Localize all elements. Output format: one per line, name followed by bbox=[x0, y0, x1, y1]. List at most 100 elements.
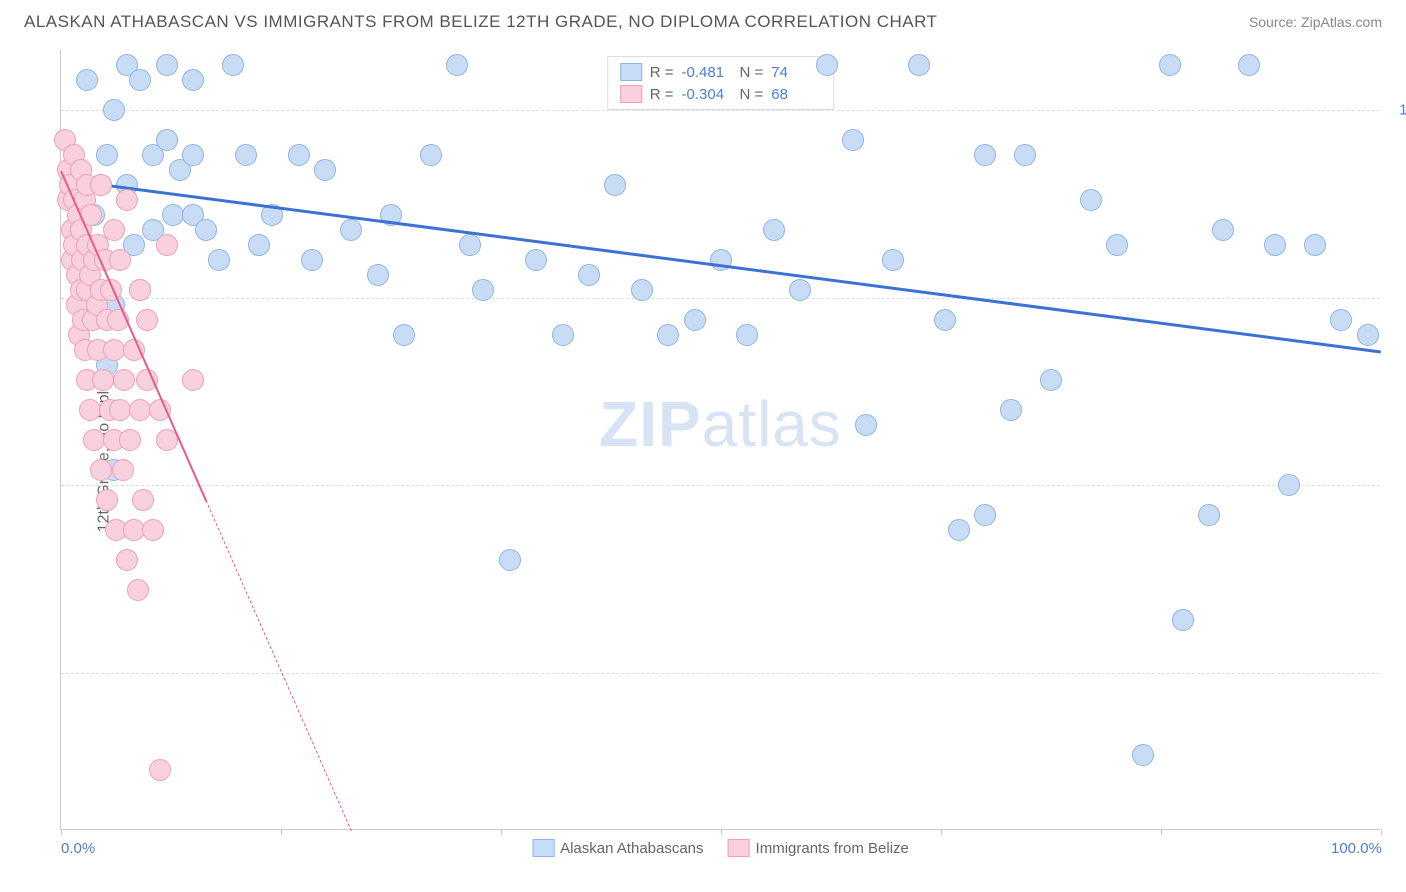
data-point bbox=[109, 399, 131, 421]
legend-item: Alaskan Athabascans bbox=[532, 839, 703, 857]
data-point bbox=[446, 54, 468, 76]
data-point bbox=[1304, 234, 1326, 256]
r-label: R = bbox=[650, 64, 674, 81]
data-point bbox=[340, 219, 362, 241]
data-point bbox=[235, 144, 257, 166]
y-tick-label: 100.0% bbox=[1390, 102, 1406, 119]
series-legend: Alaskan Athabascans Immigrants from Beliz… bbox=[532, 839, 909, 857]
data-point bbox=[974, 144, 996, 166]
data-point bbox=[149, 759, 171, 781]
data-point bbox=[1000, 399, 1022, 421]
y-tick-label: 75.0% bbox=[1390, 477, 1406, 494]
chart-title: ALASKAN ATHABASCAN VS IMMIGRANTS FROM BE… bbox=[24, 12, 937, 32]
data-point bbox=[1212, 219, 1234, 241]
data-point bbox=[129, 279, 151, 301]
legend-swatch bbox=[620, 63, 642, 81]
data-point bbox=[948, 519, 970, 541]
data-point bbox=[248, 234, 270, 256]
x-tick bbox=[61, 829, 62, 835]
data-point bbox=[119, 429, 141, 451]
gridline bbox=[61, 298, 1380, 299]
data-point bbox=[631, 279, 653, 301]
data-point bbox=[842, 129, 864, 151]
data-point bbox=[83, 429, 105, 451]
n-label: N = bbox=[740, 64, 764, 81]
data-point bbox=[96, 489, 118, 511]
data-point bbox=[182, 144, 204, 166]
n-label: N = bbox=[740, 86, 764, 103]
data-point bbox=[934, 309, 956, 331]
x-tick bbox=[941, 829, 942, 835]
y-tick-label: 62.5% bbox=[1390, 664, 1406, 681]
data-point bbox=[136, 309, 158, 331]
trend-line bbox=[61, 178, 1381, 353]
gridline bbox=[61, 110, 1380, 111]
data-point bbox=[393, 324, 415, 346]
source-label: Source: ZipAtlas.com bbox=[1249, 14, 1382, 30]
data-point bbox=[112, 459, 134, 481]
data-point bbox=[1159, 54, 1181, 76]
data-point bbox=[459, 234, 481, 256]
legend-item: Immigrants from Belize bbox=[728, 839, 909, 857]
data-point bbox=[684, 309, 706, 331]
data-point bbox=[314, 159, 336, 181]
data-point bbox=[472, 279, 494, 301]
x-axis-label: 100.0% bbox=[1331, 840, 1382, 857]
data-point bbox=[1264, 234, 1286, 256]
data-point bbox=[129, 69, 151, 91]
data-point bbox=[816, 54, 838, 76]
r-label: R = bbox=[650, 86, 674, 103]
data-point bbox=[974, 504, 996, 526]
data-point bbox=[156, 234, 178, 256]
gridline bbox=[61, 485, 1380, 486]
data-point bbox=[908, 54, 930, 76]
data-point bbox=[736, 324, 758, 346]
data-point bbox=[1278, 474, 1300, 496]
data-point bbox=[552, 324, 574, 346]
data-point bbox=[103, 99, 125, 121]
data-point bbox=[90, 174, 112, 196]
legend-swatch bbox=[620, 85, 642, 103]
data-point bbox=[1198, 504, 1220, 526]
data-point bbox=[103, 339, 125, 361]
data-point bbox=[195, 219, 217, 241]
data-point bbox=[657, 324, 679, 346]
scatter-chart: ZIPatlas R =-0.481N =74R =-0.304N =68 Al… bbox=[60, 50, 1380, 830]
data-point bbox=[123, 519, 145, 541]
data-point bbox=[855, 414, 877, 436]
data-point bbox=[79, 399, 101, 421]
data-point bbox=[129, 399, 151, 421]
data-point bbox=[420, 144, 442, 166]
gridline bbox=[61, 673, 1380, 674]
data-point bbox=[132, 489, 154, 511]
data-point bbox=[222, 54, 244, 76]
legend-label: Alaskan Athabascans bbox=[560, 840, 703, 857]
x-tick bbox=[721, 829, 722, 835]
data-point bbox=[604, 174, 626, 196]
data-point bbox=[90, 459, 112, 481]
data-point bbox=[367, 264, 389, 286]
data-point bbox=[1014, 144, 1036, 166]
data-point bbox=[156, 54, 178, 76]
data-point bbox=[109, 249, 131, 271]
data-point bbox=[162, 204, 184, 226]
data-point bbox=[182, 369, 204, 391]
r-value: -0.304 bbox=[682, 86, 732, 103]
data-point bbox=[182, 69, 204, 91]
r-value: -0.481 bbox=[682, 64, 732, 81]
n-value: 74 bbox=[771, 64, 821, 81]
stats-legend: R = -0.481 N = 74 R = -0.304 N = 68 bbox=[607, 56, 835, 110]
x-axis-label: 0.0% bbox=[61, 840, 95, 857]
data-point bbox=[1040, 369, 1062, 391]
data-point bbox=[1106, 234, 1128, 256]
data-point bbox=[127, 579, 149, 601]
data-point bbox=[116, 549, 138, 571]
data-point bbox=[1172, 609, 1194, 631]
n-value: 68 bbox=[771, 86, 821, 103]
y-tick-label: 87.5% bbox=[1390, 289, 1406, 306]
legend-stats-row: R = -0.481 N = 74 bbox=[620, 61, 822, 83]
trend-line bbox=[206, 500, 352, 830]
data-point bbox=[142, 519, 164, 541]
legend-stats-row: R = -0.304 N = 68 bbox=[620, 83, 822, 105]
data-point bbox=[789, 279, 811, 301]
